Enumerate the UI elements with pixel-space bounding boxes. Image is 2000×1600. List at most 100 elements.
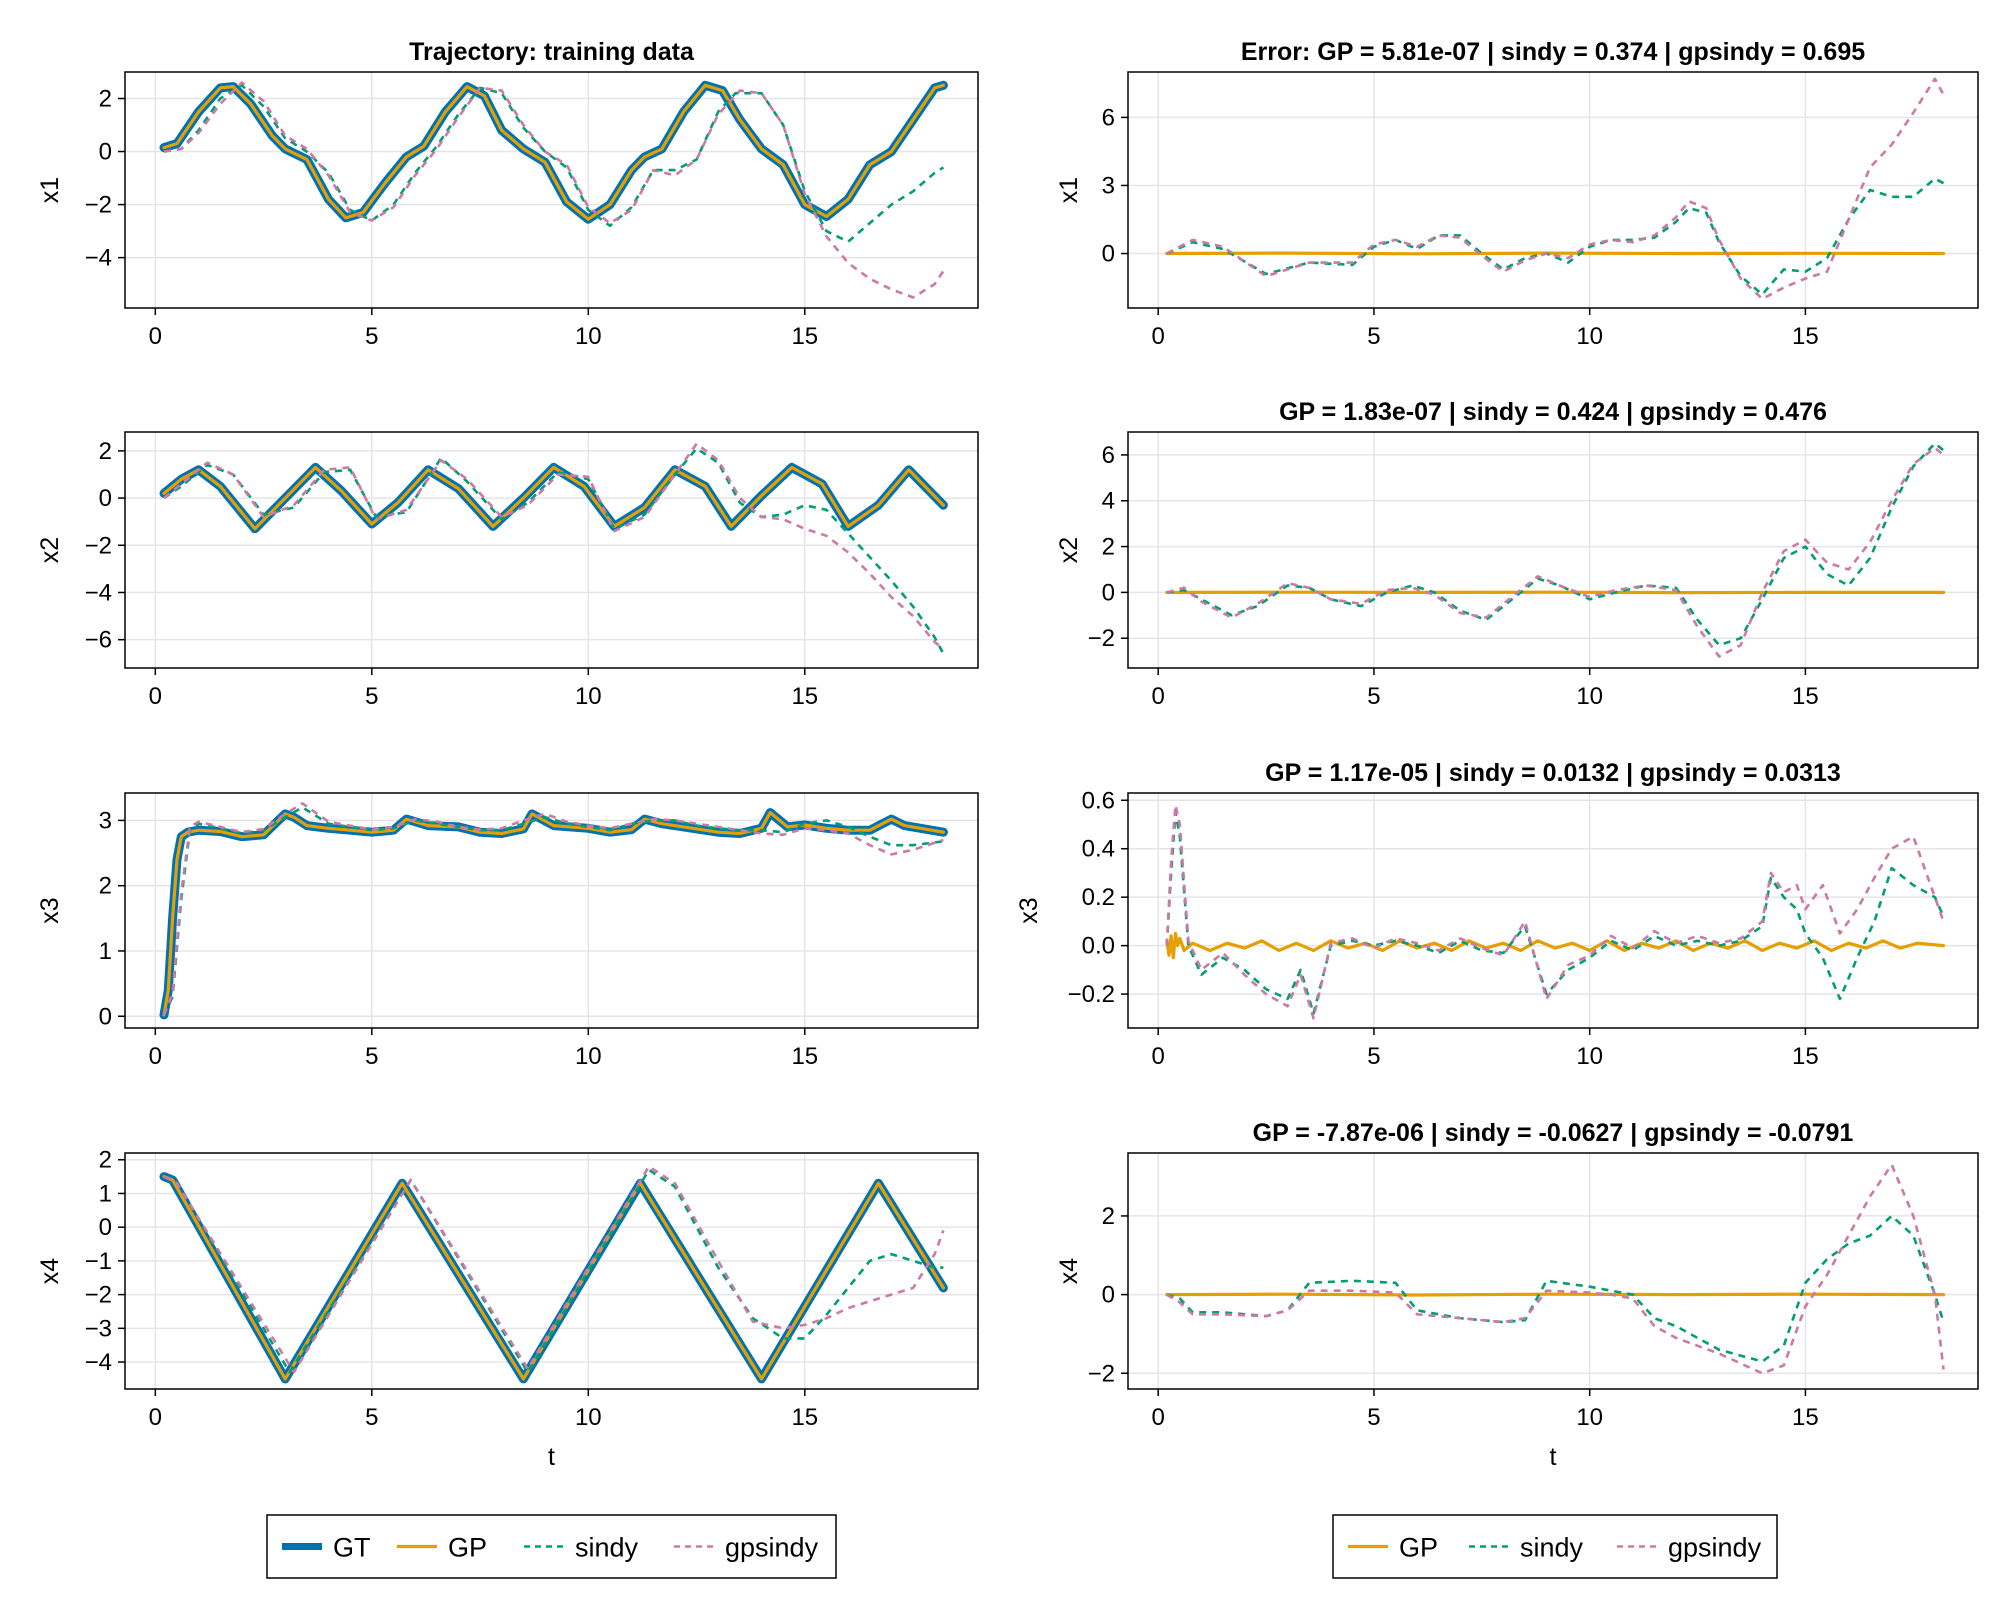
panel-title: Error: GP = 5.81e-07 | sindy = 0.374 | g…: [1241, 38, 1865, 66]
plot-area: [1128, 72, 1978, 308]
x-tick-label: 5: [1367, 323, 1380, 350]
y-tick-label: 3: [99, 807, 112, 834]
x-tick-label: 5: [1367, 683, 1380, 710]
y-tick-label: 2: [99, 1147, 112, 1174]
panel-err-x4: 0 5 10 15 −2 0 2 GP = -7.87e-06 | sindy = -0.06…: [1055, 1119, 1979, 1471]
y-tick-label: 0: [99, 1003, 112, 1030]
y-axis-label: x4: [1055, 1258, 1083, 1285]
x-tick-label: 0: [1152, 1043, 1165, 1070]
y-tick-label: 0: [99, 1214, 112, 1241]
plot-frame: [124, 71, 979, 309]
panel-err-x1: 0 5 10 15 0 3 6 Error: GP = 5.81e-07 | sindy = …: [1055, 38, 1979, 350]
panel-title: Trajectory: training data: [409, 38, 695, 66]
x-tick-label: 0: [149, 1404, 162, 1431]
x-tick-label: 10: [1576, 683, 1603, 710]
y-tick-label: 4: [1102, 488, 1115, 515]
y-tick-label: −6: [85, 627, 112, 654]
legend-label-gpsindy: gpsindy: [725, 1533, 819, 1563]
y-tick-label: 0: [1102, 241, 1115, 268]
series-line-GP: [162, 1174, 946, 1381]
legend-label-GT: GT: [333, 1533, 371, 1563]
series-line-GP: [162, 810, 946, 1017]
y-axis-label: x1: [1055, 177, 1083, 203]
y-axis-label: x3: [36, 897, 64, 923]
y-tick-label: 6: [1102, 104, 1115, 131]
x-axis-label: t: [1550, 1443, 1557, 1471]
y-tick-label: −2: [1088, 625, 1115, 652]
series-line-sindy: [163, 1168, 944, 1374]
x-tick-label: 5: [365, 1043, 378, 1070]
y-tick-label: −2: [85, 532, 112, 559]
y-tick-label: 2: [99, 438, 112, 465]
x-tick-label: 10: [575, 683, 602, 710]
x-tick-label: 15: [1792, 1043, 1819, 1070]
panel-title: GP = -7.87e-06 | sindy = -0.0627 | gpsin…: [1253, 1119, 1854, 1147]
y-tick-label: −2: [85, 192, 112, 219]
series-line-gpsindy: [1166, 446, 1945, 658]
x-tick-label: 15: [1792, 323, 1819, 350]
series-line-gpsindy: [1166, 1163, 1945, 1375]
y-tick-label: 2: [1102, 534, 1115, 561]
y-tick-label: 1: [99, 938, 112, 965]
x-tick-label: 15: [791, 1404, 818, 1431]
x-tick-label: 0: [1152, 1404, 1165, 1431]
panel-traj-x3: 0 5 10 15 0 1 2 3 x3: [36, 792, 979, 1070]
series-line-sindy: [1166, 177, 1945, 296]
y-tick-label: 0: [99, 139, 112, 166]
x-tick-label: 10: [1576, 1043, 1603, 1070]
x-tick-label: 10: [575, 1404, 602, 1431]
plot-frame: [1127, 1152, 1979, 1390]
y-tick-label: 0.4: [1082, 836, 1115, 863]
series-line-sindy: [163, 447, 945, 655]
plot-frame: [1127, 792, 1979, 1029]
series-line-gpsindy: [162, 802, 944, 1016]
y-tick-label: 0: [1102, 1282, 1115, 1309]
y-tick-label: 0.0: [1082, 933, 1115, 960]
x-tick-label: 5: [1367, 1404, 1380, 1431]
panel-traj-x4: 0 5 10 15 −4 −3 −2 −1 0 1 2 x4 t: [36, 1147, 979, 1471]
y-axis-label: x1: [36, 177, 64, 203]
series-line-gpsindy: [163, 1165, 945, 1374]
x-tick-label: 5: [365, 323, 378, 350]
plot-frame: [124, 792, 979, 1029]
y-tick-label: −2: [1088, 1360, 1115, 1387]
y-axis-label: x2: [36, 537, 64, 563]
plot-frame: [1127, 431, 1979, 669]
plot-frame: [124, 1152, 979, 1390]
y-tick-label: −1: [85, 1248, 112, 1275]
plot-frame: [1127, 71, 1979, 309]
y-tick-label: 1: [99, 1180, 112, 1207]
y-tick-label: −2: [85, 1282, 112, 1309]
x-tick-label: 10: [575, 323, 602, 350]
series-line-sindy: [1165, 811, 1945, 1015]
x-axis-label: t: [548, 1443, 555, 1471]
plot-area: [1128, 793, 1978, 1028]
series-line-GP: [1165, 251, 1946, 256]
x-tick-label: 5: [365, 1404, 378, 1431]
legend-label-GP: GP: [1399, 1533, 1438, 1563]
y-tick-label: 2: [99, 873, 112, 900]
legend-label-sindy: sindy: [1520, 1533, 1584, 1563]
legend-box: [1332, 1514, 1778, 1579]
y-tick-label: 2: [1102, 1203, 1115, 1230]
x-tick-label: 15: [791, 1043, 818, 1070]
x-tick-label: 15: [1792, 1404, 1819, 1431]
x-tick-label: 10: [1576, 1404, 1603, 1431]
y-axis-label: x4: [36, 1258, 64, 1285]
panel-err-x2: 0 5 10 15 −2 0 2 4 6 GP = 1.83e-07 | sindy = 0.42…: [1055, 398, 1979, 710]
x-tick-label: 15: [791, 683, 818, 710]
y-tick-label: 6: [1102, 442, 1115, 469]
x-tick-label: 5: [1367, 1043, 1380, 1070]
plot-frame: [124, 431, 979, 669]
x-tick-label: 0: [149, 683, 162, 710]
series-line-GP: [162, 83, 946, 221]
legend-right: GP sindy gpsindy: [1332, 1514, 1778, 1579]
x-tick-label: 10: [575, 1043, 602, 1070]
legend-label-GP: GP: [448, 1533, 487, 1563]
x-tick-label: 5: [365, 683, 378, 710]
y-tick-label: −4: [85, 1349, 112, 1376]
series-line-gpsindy: [163, 81, 945, 299]
x-tick-label: 15: [791, 323, 818, 350]
series-line-GP: [1165, 931, 1946, 960]
